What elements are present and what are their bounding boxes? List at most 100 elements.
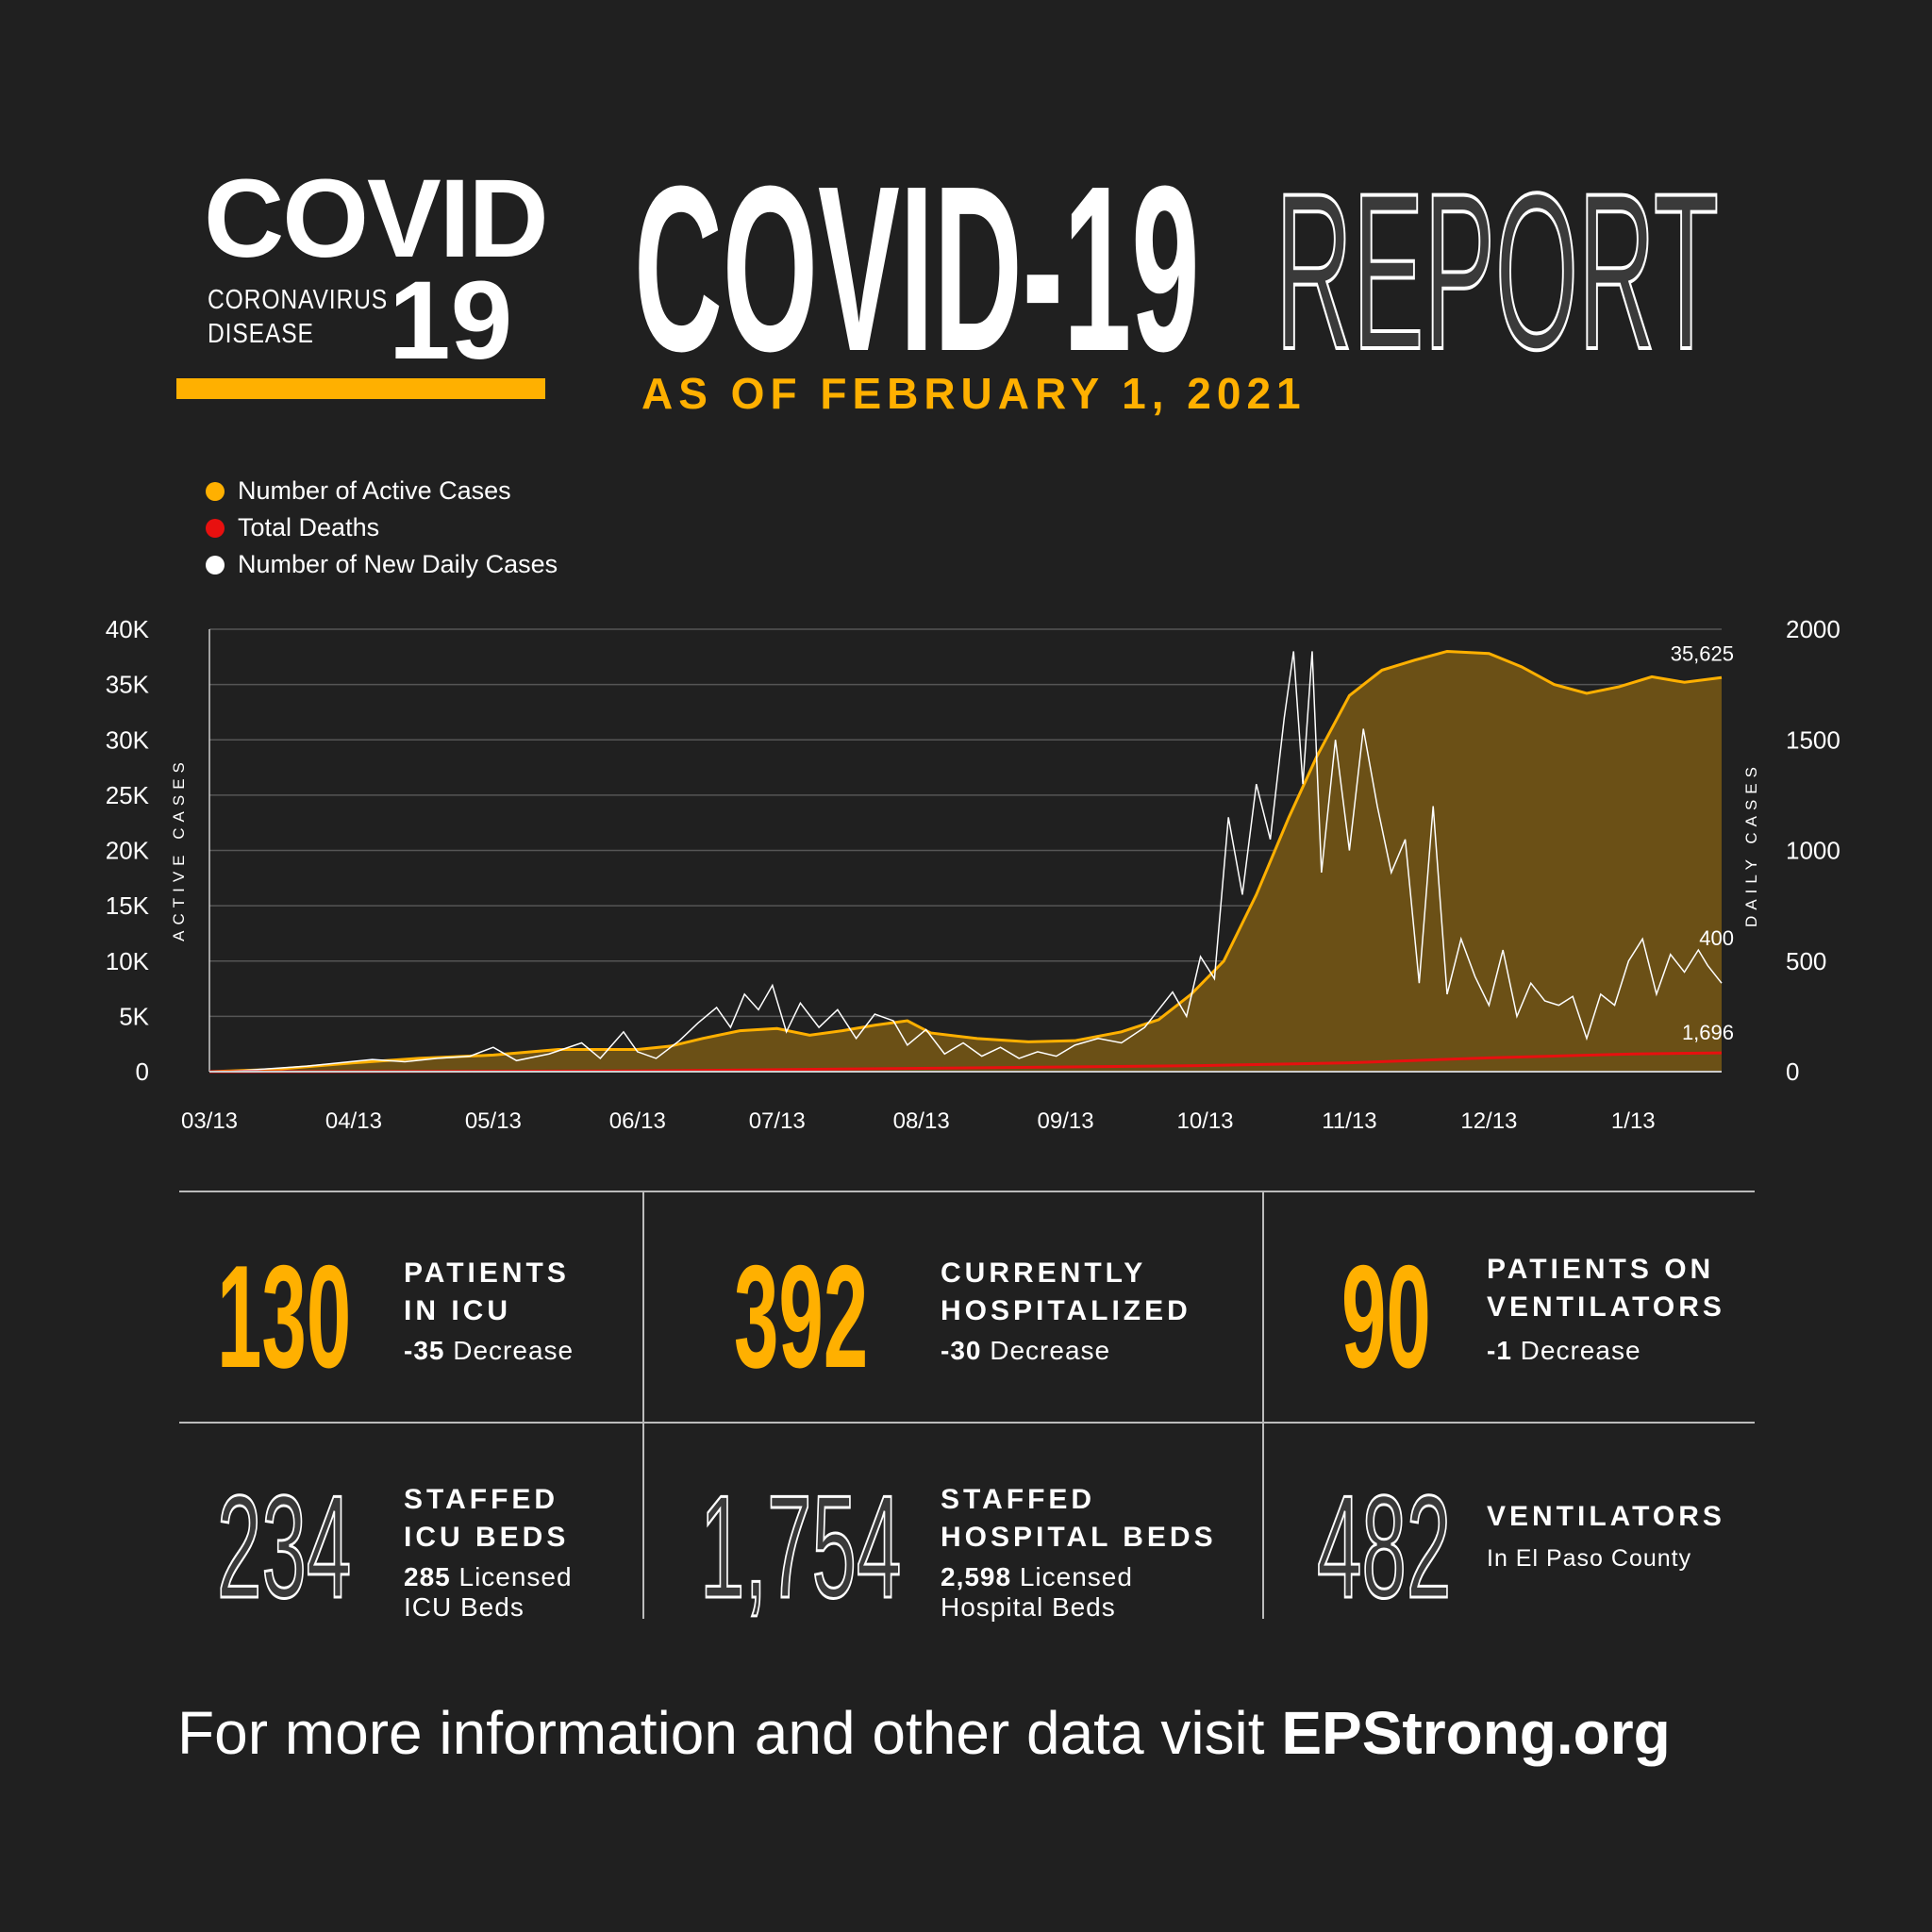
stat-label: VENTILATORS (1487, 1501, 1725, 1532)
change-text: Decrease (444, 1336, 575, 1365)
x-tick-label: 10/13 (1176, 1108, 1233, 1134)
footer-link[interactable]: EPStrong.org (1281, 1699, 1671, 1767)
y-left-tick-label: 25K (106, 781, 150, 809)
stat-label: HOSPITAL BEDS (941, 1522, 1217, 1553)
logo-sub-line2: DISEASE (208, 319, 314, 349)
ventilator-patients-value: 90 (1341, 1235, 1431, 1398)
icu-patients-value: 130 (217, 1235, 352, 1398)
daily-cases-line (208, 651, 1723, 1073)
ventilator-patients-stat: PATIENTS ON VENTILATORS -1 Decrease (1487, 1251, 1725, 1366)
data-label: 400 (1699, 926, 1734, 950)
licensed-value: 285 (404, 1562, 451, 1591)
x-tick-label: 12/13 (1460, 1108, 1517, 1134)
legend-dot-icon (206, 555, 225, 575)
footer: For more information and other data visi… (177, 1698, 1671, 1768)
stat-label: PATIENTS ON (1487, 1254, 1715, 1285)
licensed-count: 285 Licensed (404, 1562, 573, 1592)
staffed-hospital-beds-stat: STAFFED HOSPITAL BEDS 2,598 Licensed Hos… (941, 1481, 1217, 1623)
legend-item-active: Number of Active Cases (206, 476, 511, 506)
x-tick-label: 1/13 (1611, 1108, 1656, 1134)
hospitalized-stat: CURRENTLY HOSPITALIZED -30 Decrease (941, 1255, 1191, 1366)
staffed-icu-beds-stat: STAFFED ICU BEDS 285 Licensed ICU Beds (404, 1481, 573, 1623)
licensed-line2: Hospital Beds (941, 1592, 1116, 1622)
stat-label: STAFFED (941, 1484, 1096, 1515)
active-cases-line (208, 649, 1723, 1074)
x-tick-label: 11/13 (1322, 1108, 1376, 1134)
y-left-tick-label: 5K (119, 1002, 149, 1030)
page-title: COVID-19 (634, 137, 1200, 400)
divider (1262, 1191, 1264, 1619)
y-right-tick-label: 1500 (1786, 725, 1840, 754)
stat-change: -1 Decrease (1487, 1336, 1725, 1366)
hospitalized-value: 392 (734, 1235, 869, 1398)
licensed-text: Licensed (450, 1562, 573, 1591)
x-tick-label: 06/13 (609, 1108, 666, 1134)
legend-item-deaths: Total Deaths (206, 513, 379, 542)
logo-covid-word: COVID (204, 157, 549, 281)
legend-item-daily: Number of New Daily Cases (206, 550, 558, 579)
licensed-value: 2,598 (941, 1562, 1012, 1591)
legend-label: Number of Active Cases (238, 476, 511, 505)
y-left-tick-label: 40K (106, 615, 150, 643)
staffed-icu-beds-value: 234 (216, 1465, 352, 1628)
cases-chart: 0 5K 10K 15K 20K 25K 30K 35K 40K 0 500 1000 1500 2000… (106, 615, 1840, 1134)
icu-patients-stat: PATIENTS IN ICU -35 Decrease (404, 1255, 574, 1366)
legend-dot-icon (206, 518, 225, 538)
y-left-tick-label: 35K (106, 671, 150, 699)
report-date: AS OF FEBRUARY 1, 2021 (641, 369, 1307, 418)
y-left-tick-label: 15K (106, 891, 150, 920)
stat-label: ICU BEDS (404, 1522, 570, 1553)
legend-label: Number of New Daily Cases (238, 550, 558, 578)
stat-label: PATIENTS (404, 1257, 570, 1289)
licensed-text: Licensed (1011, 1562, 1133, 1591)
stat-change: -35 Decrease (404, 1336, 574, 1366)
y-right-tick-label: 500 (1786, 947, 1826, 975)
change-text: Decrease (1511, 1336, 1641, 1365)
y-left-tick-label: 0 (136, 1058, 149, 1086)
ventilators-stat: VENTILATORS In El Paso County (1487, 1498, 1725, 1574)
x-tick-label: 03/13 (181, 1108, 238, 1134)
stat-change: -30 Decrease (941, 1336, 1191, 1366)
licensed-count: 2,598 Licensed (941, 1562, 1217, 1592)
divider (179, 1191, 1755, 1192)
x-tick-label: 09/13 (1038, 1108, 1094, 1134)
stat-label: STAFFED (404, 1484, 559, 1515)
divider (179, 1422, 1755, 1424)
x-tick-label: 04/13 (325, 1108, 382, 1134)
change-value: -30 (941, 1336, 982, 1365)
y-right-tick-label: 1000 (1786, 837, 1840, 865)
x-tick-label: 05/13 (465, 1108, 522, 1134)
data-label: 1,696 (1682, 1021, 1734, 1044)
change-value: -1 (1487, 1336, 1512, 1365)
y-right-tick-label: 0 (1786, 1058, 1799, 1086)
x-tick-label: 07/13 (749, 1108, 806, 1134)
stat-label: IN ICU (404, 1295, 511, 1326)
logo-number: 19 (389, 258, 513, 383)
y-right-tick-label: 2000 (1786, 615, 1840, 643)
x-tick-label: 08/13 (893, 1108, 950, 1134)
footer-text: For more information and other data visi… (177, 1699, 1282, 1767)
legend-label: Total Deaths (238, 513, 380, 541)
change-value: -35 (404, 1336, 445, 1365)
logo-underline-bar (176, 378, 545, 399)
divider (642, 1191, 644, 1619)
change-text: Decrease (981, 1336, 1111, 1365)
legend-dot-icon (206, 481, 225, 501)
staffed-hospital-beds-value: 1,754 (699, 1465, 902, 1628)
active-cases-area (209, 651, 1722, 1072)
logo-sub-line1: CORONAVIRUS (208, 285, 389, 315)
y-left-tick-label: 10K (106, 947, 150, 975)
licensed-line2: ICU Beds (404, 1592, 525, 1622)
logo-subtitle: CORONAVIRUS DISEASE (208, 283, 388, 351)
stat-label: CURRENTLY (941, 1257, 1147, 1289)
stat-label: HOSPITALIZED (941, 1295, 1191, 1326)
data-label: 35,625 (1671, 641, 1734, 665)
ventilators-value: 482 (1316, 1465, 1452, 1628)
y-axis-right-title: DAILY CASES (1742, 761, 1760, 927)
page-title-outline: REPORT (1274, 147, 1720, 396)
ventilators-sub: In El Paso County (1487, 1545, 1692, 1572)
y-axis-left-title: ACTIVE CASES (170, 757, 188, 941)
y-left-tick-label: 30K (106, 725, 150, 754)
y-left-tick-label: 20K (106, 837, 150, 865)
stat-label: VENTILATORS (1487, 1291, 1725, 1323)
